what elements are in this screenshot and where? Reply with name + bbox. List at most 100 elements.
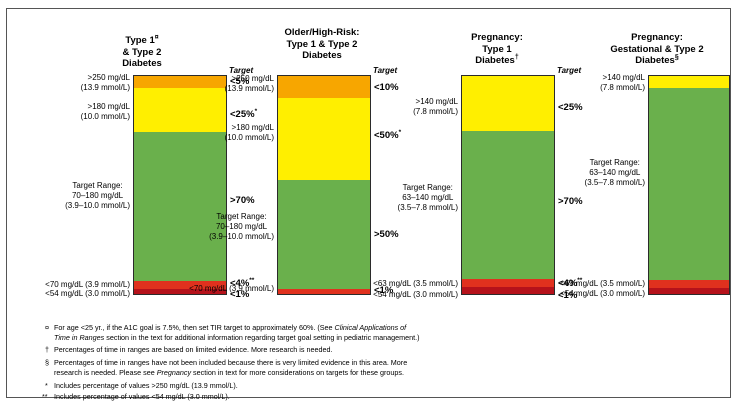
footnote-text: research is needed. Please see Pregnancy… <box>54 368 404 378</box>
chart-3-range-label: <54 mg/dL (3.0 mmol/L) <box>373 290 458 300</box>
footnote-text-part: For age <25 yr., if the A1C goal is 7.5%… <box>54 323 335 332</box>
chart-3-range-text: 63–140 mg/dL <box>402 193 454 202</box>
chart-3-target-value: <1% <box>558 290 577 301</box>
figure-frame: Type 1¤ & Type 2 Diabetes Target >250 mg/dL(… <box>6 8 732 401</box>
chart-1-segment-target <box>134 131 226 281</box>
chart-3-target-value-text: <25% <box>558 102 583 113</box>
chart-4-range-label: Target Range: 63–140 mg/dL (3.5–7.8 mmol/L… <box>585 158 645 188</box>
chart-2-segment-target <box>278 180 370 290</box>
chart-4-range-text: (7.8 mmol/L) <box>600 83 645 92</box>
chart-4-range-text: 63–140 mg/dL <box>589 168 641 177</box>
footnote-symbol: ¤ <box>45 323 49 332</box>
chart-1-target-value: <25%* <box>230 107 258 120</box>
chart-2-target-value-text: >50% <box>374 229 399 240</box>
chart-1-target-value-text: <1% <box>230 289 250 300</box>
chart-1-range-label: <54 mg/dL (3.0 mmol/L) <box>45 289 130 299</box>
chart-1-target-value-text: <5% <box>230 76 250 87</box>
chart-1-segment-very_low <box>134 288 226 294</box>
chart-3-target-value-text: <1% <box>558 290 578 301</box>
chart-3-segment-very_low <box>462 287 554 294</box>
chart-3-segment-high <box>462 76 554 131</box>
chart-3-title-mark: † <box>514 53 519 61</box>
chart-1-range-label: Target Range: 70–180 mg/dL (3.9–10.0 mmol/… <box>65 181 130 211</box>
chart-1-title-line: Diabetes <box>122 58 162 69</box>
chart-1-title: Type 1¤ & Type 2 Diabetes <box>67 34 217 70</box>
footnote-symbol: † <box>45 345 49 354</box>
footnote-text-part: Includes percentage of values <54 mg/dL … <box>54 392 230 401</box>
footnote-text-part: Percentages of time in ranges are based … <box>54 345 333 354</box>
footnote-text-part: section in the text for additional infor… <box>104 333 420 342</box>
chart-4-segment-very_low <box>649 288 729 294</box>
chart-1-range-text: (3.9–10.0 mmol/L) <box>65 201 130 210</box>
chart-1-range-label: >180 mg/dL (10.0 mmol/L) <box>81 102 130 122</box>
chart-3-range-text: (3.5–7.8 mmol/L) <box>397 203 458 212</box>
chart-1-target-value-mark: * <box>254 107 258 115</box>
chart-1-range-text: (10.0 mmol/L) <box>80 112 130 121</box>
footnote-symbol: ** <box>42 392 48 401</box>
chart-4-range-text: <63 mg/dL (3.5 mmol/L) <box>560 279 645 288</box>
chart-4-range-text: <54 mg/dL (3.0 mmol/L) <box>560 289 645 298</box>
chart-1-range-text: Target Range: <box>72 181 123 190</box>
chart-2-target-value: <1% <box>374 285 393 296</box>
chart-2-segment-low <box>278 289 370 294</box>
footnote-text-part: Pregnancy <box>156 368 192 377</box>
chart-4-title-line: Gestational & Type 2 <box>610 43 704 55</box>
chart-3-target-value-mark: ** <box>577 276 583 284</box>
footnote-text: Percentages of time in ranges are based … <box>54 345 332 355</box>
chart-2-range-text: (13.9 mmol/L) <box>224 84 274 93</box>
chart-1-target-value-text: <4% <box>230 278 250 289</box>
chart-2-range-text: >180 mg/dL <box>231 123 274 132</box>
chart-2-range-label: >180 mg/dL (10.0 mmol/L) <box>225 123 274 143</box>
chart-1-range-text: >180 mg/dL <box>87 102 130 111</box>
chart-2-title: Older/High-Risk: Type 1 & Type 2 Diabetes <box>252 27 392 62</box>
chart-4-segment-high <box>649 76 729 88</box>
chart-1-target-value: <1% <box>230 289 249 300</box>
chart-2-title-line: Older/High-Risk: <box>284 27 360 38</box>
chart-1-range-label: <70 mg/dL (3.9 mmol/L) <box>45 280 130 290</box>
chart-4-range-text: (3.5–7.8 mmol/L) <box>584 178 645 187</box>
chart-2-target-label: Target <box>373 66 398 75</box>
chart-1-target-value: <4%** <box>230 276 255 289</box>
footnote-text-part: Includes percentage of values >250 mg/dL… <box>54 381 238 390</box>
chart-1-title-line: & Type 2 <box>122 46 162 58</box>
chart-1-target-label: Target <box>229 66 254 75</box>
chart-3-target-value-text: <4% <box>558 278 578 289</box>
footnote-text-part: research is needed. Please see <box>54 368 157 377</box>
chart-4-bar <box>648 75 730 295</box>
chart-3-segment-low <box>462 279 554 288</box>
chart-4-range-text: >140 mg/dL <box>602 73 645 82</box>
footnote-text: For age <25 yr., if the A1C goal is 7.5%… <box>54 323 406 333</box>
chart-2-segment-very_high <box>278 76 370 98</box>
chart-4-range-text: Target Range: <box>589 158 640 167</box>
footnote-text: Includes percentage of values >250 mg/dL… <box>54 381 238 391</box>
chart-2-range-text: (3.9–10.0 mmol/L) <box>209 232 274 241</box>
chart-2-range-text: (10.0 mmol/L) <box>224 133 274 142</box>
chart-1-target-value-mark: ** <box>249 276 255 284</box>
chart-3-title-line: Diabetes <box>475 55 515 66</box>
chart-3-range-label: >140 mg/dL (7.8 mmol/L) <box>413 97 458 117</box>
chart-2-target-value-text: <10% <box>374 82 399 93</box>
chart-1-target-value: >70% <box>230 195 255 206</box>
chart-3-range-text: Target Range: <box>402 183 453 192</box>
chart-3-target-value-text: >70% <box>558 196 583 207</box>
chart-4-range-label: >140 mg/dL (7.8 mmol/L) <box>600 73 645 93</box>
chart-1-range-text: <70 mg/dL (3.9 mmol/L) <box>45 280 130 289</box>
chart-1-title-line: Type 1 <box>125 35 155 46</box>
chart-3-title-line: Pregnancy: <box>471 32 523 43</box>
chart-2-range-label: <70 mg/dL (3.9 mmol/L) <box>189 284 274 294</box>
footnote-symbol: * <box>45 381 48 390</box>
chart-2-range-text: >250 mg/dL <box>231 74 274 83</box>
footnote-text-part: Percentages of time in ranges have not b… <box>54 358 408 367</box>
chart-1-segment-low <box>134 280 226 289</box>
chart-4-title: Pregnancy: Gestational & Type 2 Diabetes§ <box>582 32 732 67</box>
chart-3-range-text: >140 mg/dL <box>415 97 458 106</box>
chart-1-range-label: >250 mg/dL (13.9 mmol/L) <box>81 73 130 93</box>
chart-3-range-label: Target Range: 63–140 mg/dL (3.5–7.8 mmol/L… <box>398 183 458 213</box>
chart-3-target-value: <4%** <box>558 276 583 289</box>
chart-2-range-label: Target Range: 70–180 mg/dL (3.9–10.0 mmol/… <box>209 212 274 242</box>
chart-2-target-value: <10% <box>374 82 399 93</box>
chart-4-segment-target <box>649 87 729 281</box>
chart-3-range-text: (7.8 mmol/L) <box>413 107 458 116</box>
footnote-text-part: section in text for more considerations … <box>191 368 405 377</box>
footnote-symbol: § <box>45 358 49 367</box>
